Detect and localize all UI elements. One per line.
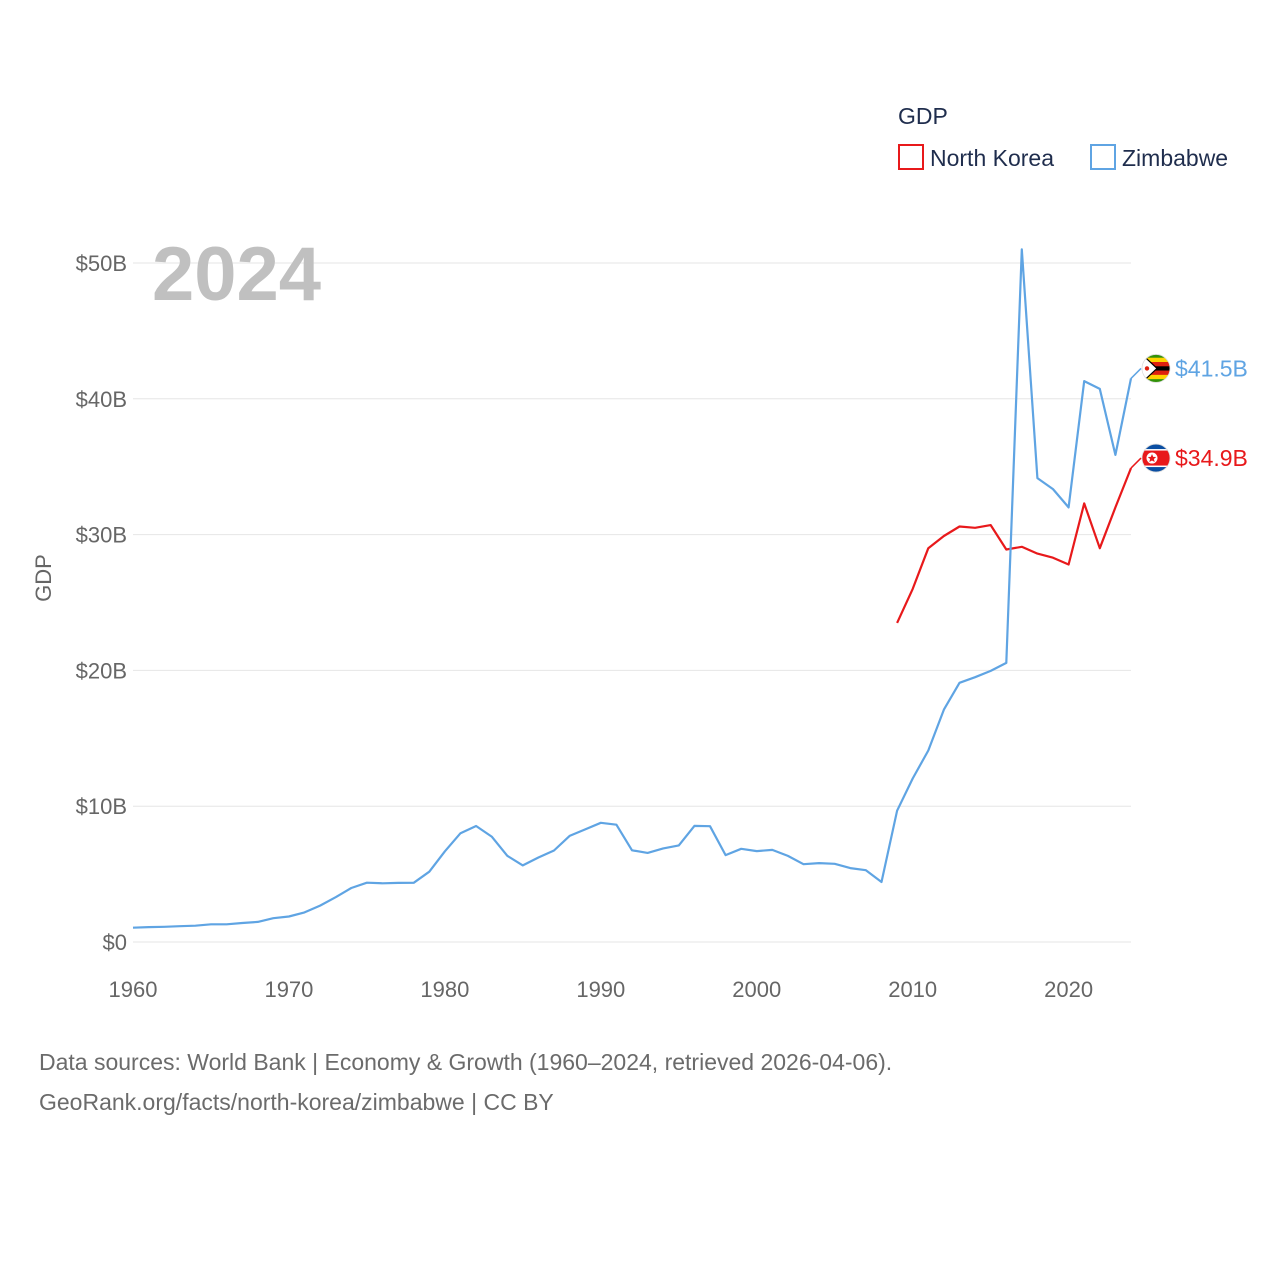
source-line-2: GeoRank.org/facts/north-korea/zimbabwe |… — [39, 1089, 554, 1115]
end-connector-north-korea — [1130, 457, 1142, 469]
y-axis-ticks: $0 $10B $20B $30B $40B $50B — [76, 251, 127, 955]
y-tick-label: $0 — [103, 930, 127, 955]
y-tick-label: $30B — [76, 523, 127, 548]
zimbabwe-flag-icon — [1130, 354, 1171, 383]
north-korea-flag-icon — [1130, 443, 1171, 473]
legend-label-zimbabwe[interactable]: Zimbabwe — [1122, 145, 1228, 171]
y-tick-label: $20B — [76, 658, 127, 683]
end-label-zimbabwe: $41.5B — [1175, 355, 1248, 381]
grid-lines — [133, 262, 1131, 943]
end-connector-zimbabwe — [1130, 367, 1142, 379]
legend-title: GDP — [898, 103, 948, 129]
source-line-1: Data sources: World Bank | Economy & Gro… — [39, 1049, 893, 1075]
source-note: Data sources: World Bank | Economy & Gro… — [39, 1042, 892, 1122]
y-tick-label: $50B — [76, 251, 127, 276]
x-tick-label: 1990 — [576, 977, 625, 1002]
series-line-zimbabwe — [132, 248, 1133, 929]
x-tick-label: 2010 — [888, 977, 937, 1002]
end-label-north-korea: $34.9B — [1175, 445, 1248, 471]
x-tick-label: 2020 — [1044, 977, 1093, 1002]
legend-label-north-korea[interactable]: North Korea — [930, 145, 1054, 171]
year-label: 2024 — [152, 232, 321, 317]
x-tick-label: 1960 — [109, 977, 158, 1002]
y-tick-label: $10B — [76, 794, 127, 819]
x-tick-label: 2000 — [732, 977, 781, 1002]
legend: GDP North Korea Zimbabwe — [898, 103, 1228, 171]
series-end-markers: $34.9B $41.5B — [1130, 354, 1248, 473]
y-tick-label: $40B — [76, 387, 127, 412]
series-line-north-korea — [896, 467, 1133, 624]
x-tick-label: 1980 — [420, 977, 469, 1002]
x-tick-label: 1970 — [264, 977, 313, 1002]
legend-swatch-zimbabwe[interactable] — [1090, 144, 1116, 170]
legend-swatch-north-korea[interactable] — [898, 144, 924, 170]
series-lines — [132, 248, 1133, 929]
y-axis-title: GDP — [31, 554, 56, 602]
x-axis-ticks: 1960 1970 1980 1990 2000 2010 2020 — [109, 977, 1094, 1002]
